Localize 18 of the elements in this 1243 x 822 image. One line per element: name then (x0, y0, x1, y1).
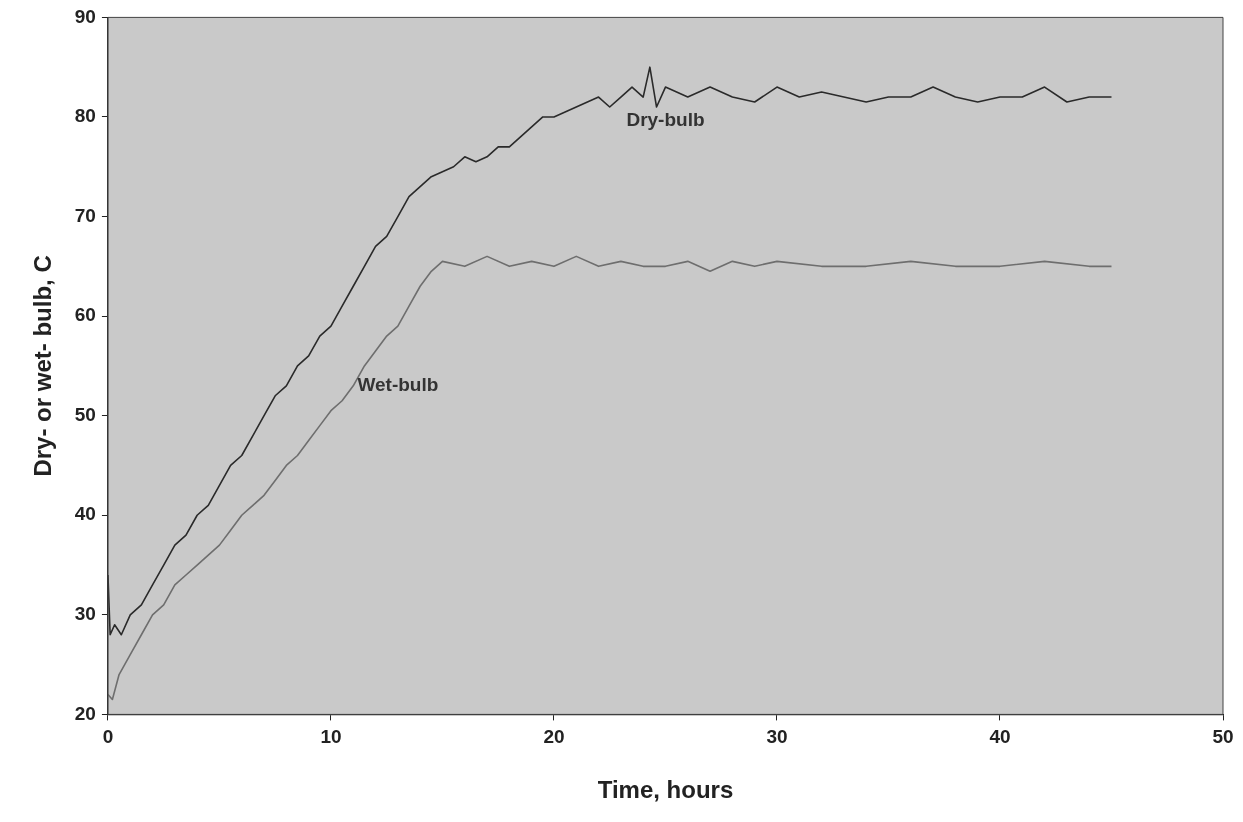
y-tick-label: 30 (74, 603, 96, 625)
x-tick-label: 30 (766, 726, 788, 748)
y-tick-label: 70 (74, 204, 96, 226)
x-tick-label: 20 (543, 726, 565, 748)
y-tick-label: 90 (74, 5, 96, 27)
x-tick-label: 50 (1212, 726, 1234, 748)
y-tick-label: 80 (74, 105, 96, 127)
y-tick-label: 60 (74, 304, 96, 326)
series-label: Dry-bulb (626, 109, 705, 131)
y-axis-title: Dry- or wet- bulb, C (29, 255, 57, 477)
y-tick-label: 40 (74, 503, 96, 525)
x-tick-label: 10 (320, 726, 342, 748)
x-tick-label: 40 (989, 726, 1011, 748)
y-tick-label: 20 (74, 702, 96, 724)
series-label: Wet-bulb (357, 374, 439, 396)
y-tick-label: 50 (74, 403, 96, 425)
x-axis-title: Time, hours (597, 776, 734, 804)
x-tick-label: 0 (102, 726, 114, 748)
